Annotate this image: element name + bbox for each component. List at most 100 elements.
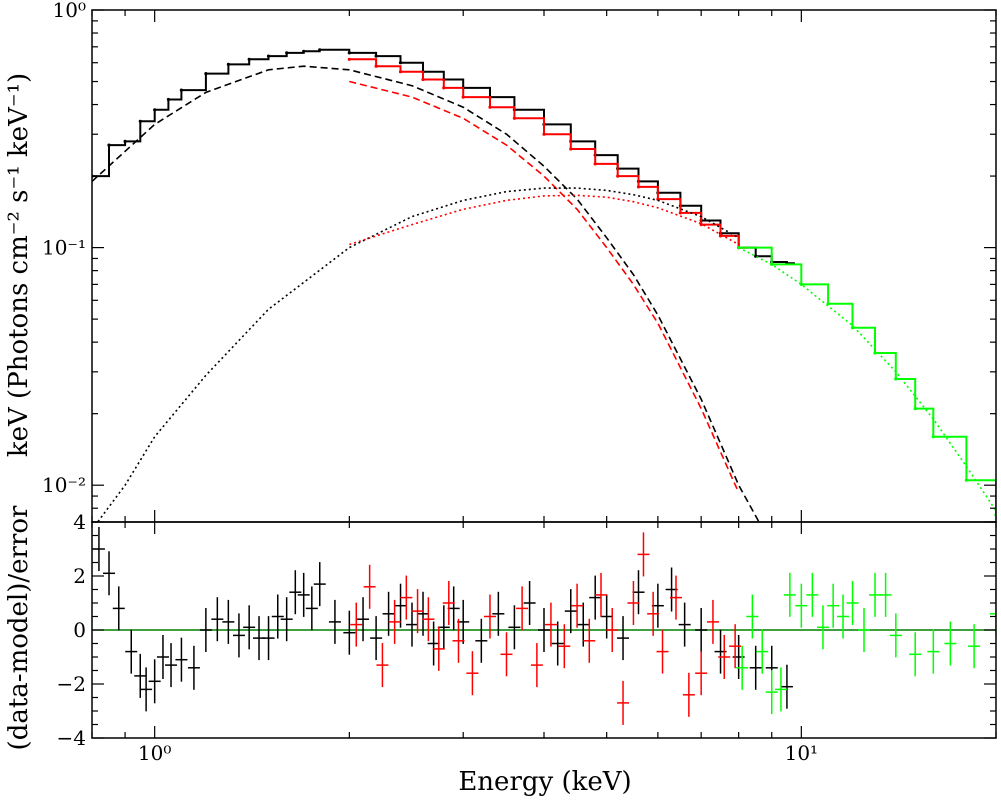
residual-point-0-28 [382, 591, 395, 636]
residual-point-0-9 [175, 637, 188, 682]
residual-point-1-17 [571, 583, 584, 628]
residual-point-1-31 [729, 624, 742, 669]
residual-point-0-29 [394, 583, 407, 628]
residual-point-2-6 [795, 583, 808, 628]
data-point-0-14 [347, 51, 351, 55]
data-point-0-5 [166, 97, 170, 102]
data-point-2-7 [913, 407, 917, 411]
data-point-0-8 [226, 62, 230, 66]
residual-point-0-24 [328, 599, 341, 644]
data-point-1-0 [347, 57, 351, 61]
residual-point-0-22 [305, 586, 318, 631]
residual-point-1-5 [411, 589, 424, 634]
residual-point-2-16 [909, 632, 922, 677]
data-point-0-9 [247, 57, 251, 61]
spectrum-plot-area [92, 48, 996, 522]
residual-point-0-46 [617, 616, 630, 661]
residual-point-0-13 [222, 599, 235, 644]
residual-point-2-17 [927, 629, 940, 674]
residual-point-1-28 [695, 651, 708, 696]
residual-point-2-9 [827, 583, 840, 628]
data-point-0-4 [153, 108, 157, 112]
residual-point-1-30 [718, 635, 731, 679]
bottom-y-tick-label: 0 [73, 618, 86, 642]
residual-point-0-5 [140, 667, 153, 712]
residual-point-0-50 [678, 602, 691, 647]
data-point-1-12 [636, 185, 641, 189]
residual-point-0-32 [427, 621, 440, 666]
residual-point-0-25 [343, 610, 356, 655]
data-point-1-2 [398, 70, 403, 74]
residual-point-2-2 [756, 629, 769, 674]
residual-point-1-29 [706, 599, 719, 644]
data-point-1-10 [593, 162, 597, 166]
data-point-2-8 [931, 435, 935, 439]
residual-point-0-27 [370, 616, 383, 661]
model-step-line-2 [738, 246, 996, 516]
component-curve-3 [92, 65, 760, 522]
residual-point-1-3 [388, 599, 401, 644]
residual-point-1-26 [669, 575, 682, 620]
top-y-axis-title: keV (Photons cm⁻² s⁻¹ keV⁻¹) [4, 73, 34, 457]
residual-point-2-13 [869, 572, 882, 617]
residual-point-0-42 [564, 589, 577, 634]
residual-point-2-4 [774, 667, 787, 712]
residual-point-0-19 [280, 597, 293, 642]
data-point-0-15 [374, 54, 378, 58]
data-point-2-9 [964, 478, 969, 482]
residual-point-0-18 [271, 594, 284, 639]
data-point-0-1 [107, 143, 111, 147]
bottom-y-tick-label: 2 [73, 564, 86, 588]
residual-point-0-37 [492, 591, 505, 636]
x-axis-title: Energy (keV) [458, 767, 631, 797]
data-point-0-13 [318, 48, 322, 52]
residual-point-0-54 [749, 645, 762, 690]
residual-point-0-23 [313, 562, 326, 607]
residual-point-1-14 [530, 643, 543, 688]
residual-point-0-36 [475, 618, 488, 663]
residual-point-0-21 [297, 572, 310, 617]
residual-point-2-8 [816, 605, 829, 650]
residual-point-0-4 [134, 653, 147, 698]
residual-point-0-14 [232, 613, 245, 658]
residual-point-1-13 [516, 586, 529, 631]
residual-point-1-27 [682, 672, 695, 717]
residual-point-1-15 [544, 602, 557, 647]
bottom-y-tick-label: 4 [73, 510, 86, 534]
residual-point-1-6 [422, 597, 435, 642]
bottom-y-axis-title: (data-model)/error [4, 505, 34, 750]
residual-point-1-9 [452, 618, 465, 663]
top-y-tick-label: 10⁰ [53, 0, 86, 22]
residual-point-0-51 [695, 608, 708, 652]
data-point-0-10 [266, 54, 271, 58]
data-point-1-1 [374, 64, 378, 68]
residual-point-1-22 [627, 581, 640, 625]
residual-point-1-23 [637, 532, 650, 577]
residual-point-2-5 [783, 572, 796, 617]
top-y-tick-label: 10⁻¹ [42, 236, 86, 260]
component-curve-4 [349, 80, 740, 494]
residual-point-2-14 [879, 572, 892, 617]
residual-point-0-12 [211, 597, 224, 642]
residual-point-0-30 [406, 602, 419, 647]
residual-point-0-1 [103, 551, 116, 596]
residual-point-0-15 [243, 605, 256, 650]
residual-point-0-2 [112, 586, 125, 631]
data-point-1-7 [512, 116, 517, 120]
residual-point-1-2 [376, 643, 389, 688]
residual-point-0-7 [156, 635, 169, 679]
residual-point-0-8 [165, 643, 178, 688]
residual-point-0-11 [199, 608, 212, 652]
data-point-1-6 [488, 105, 492, 109]
component-curve-6 [349, 194, 740, 246]
x-tick-label: 10¹ [785, 741, 818, 765]
residual-point-0-56 [780, 664, 793, 709]
data-point-1-11 [616, 174, 620, 178]
data-point-1-3 [421, 77, 425, 82]
residual-point-0-40 [538, 608, 550, 652]
residual-point-1-10 [466, 651, 479, 696]
data-point-0-3 [138, 119, 142, 123]
residuals-panel: 10⁰ 10¹ −4 −2 0 2 4 [57, 510, 997, 765]
